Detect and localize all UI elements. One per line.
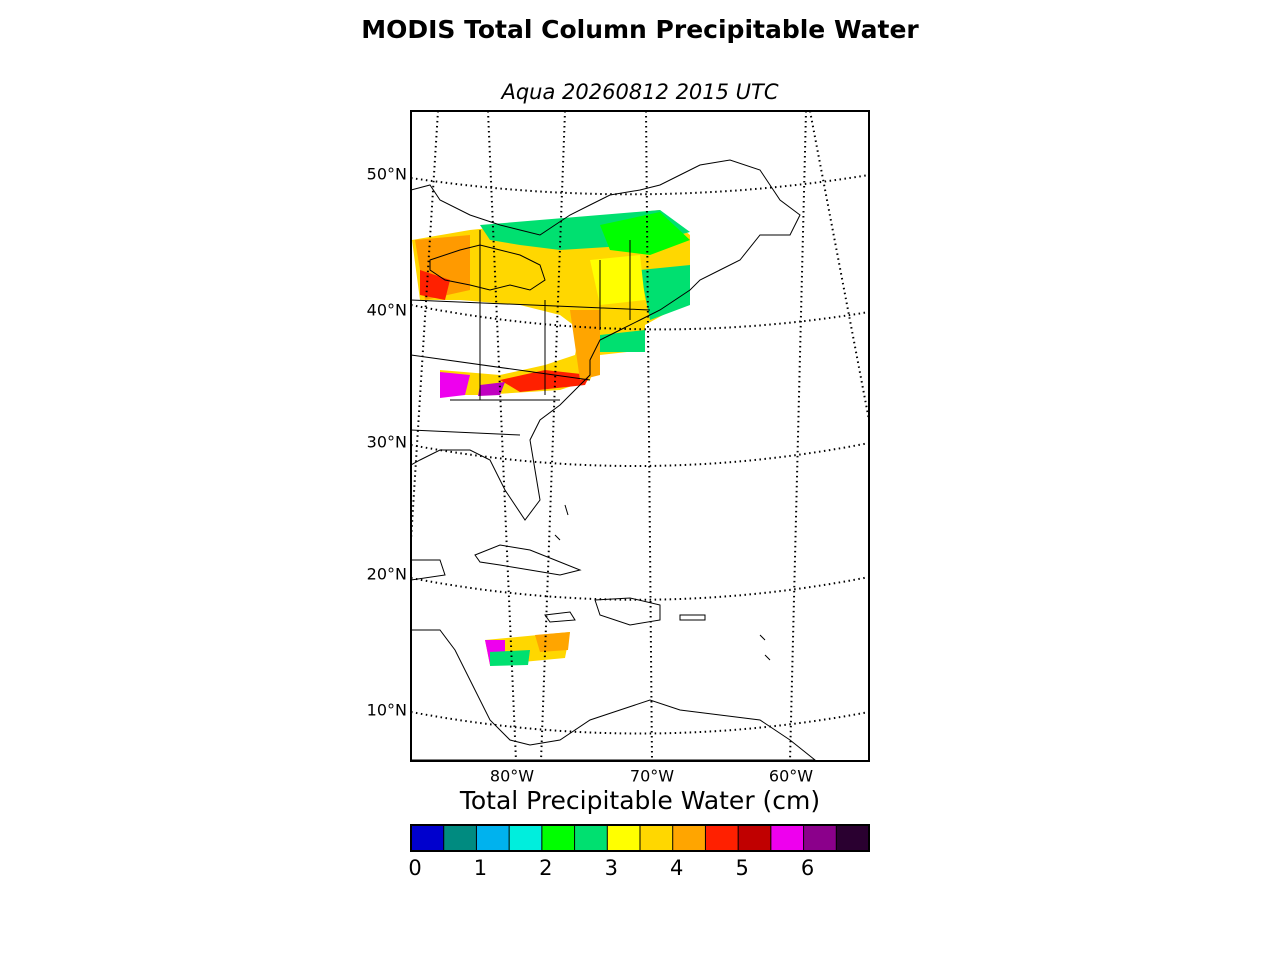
colorbar-bin [705,825,739,851]
colorbar: 0 1 2 3 4 5 6 [408,825,869,880]
colorbar-bin [411,825,444,851]
lon-label: 80°W [490,767,534,786]
colorbar-tick-label: 1 [474,856,487,880]
colorbar-bin [803,825,837,851]
colorbar-label: Total Precipitable Water (cm) [459,786,820,815]
colorbar-tick-label: 3 [605,856,618,880]
lat-label: 20°N [367,565,407,584]
colorbar-tick-label: 6 [801,856,814,880]
colorbar-tick-label: 4 [670,856,683,880]
colorbar-bin [443,825,477,851]
colorbar-bin [672,825,706,851]
colorbar-bin [476,825,510,851]
colorbar-bin [770,825,804,851]
lat-label: 10°N [367,701,407,720]
colorbar-tick-label: 2 [539,856,552,880]
map-body [411,111,869,761]
lon-label: 60°W [769,767,813,786]
colorbar-tick-label: 0 [408,856,421,880]
colorbar-bin [640,825,673,851]
graticule [411,111,869,761]
colorbar-bin [607,825,640,851]
swath-imagery [412,210,690,666]
colorbar-frame [410,824,870,852]
colorbar-bin [509,825,542,851]
lat-label: 50°N [367,165,407,184]
colorbar-bin [738,825,771,851]
colorbar-bin [541,825,575,851]
coastlines [411,159,817,761]
title: MODIS Total Column Precipitable Water [361,15,919,44]
colorbar-tick-label: 5 [735,856,748,880]
lat-label: 40°N [367,301,407,320]
colorbar-bin [574,825,608,851]
lon-label: 70°W [630,767,674,786]
colorbar-bin [836,825,869,851]
map-frame [410,110,870,762]
subtitle: Aqua 20260812 2015 UTC [499,80,778,104]
lat-label: 30°N [367,433,407,452]
